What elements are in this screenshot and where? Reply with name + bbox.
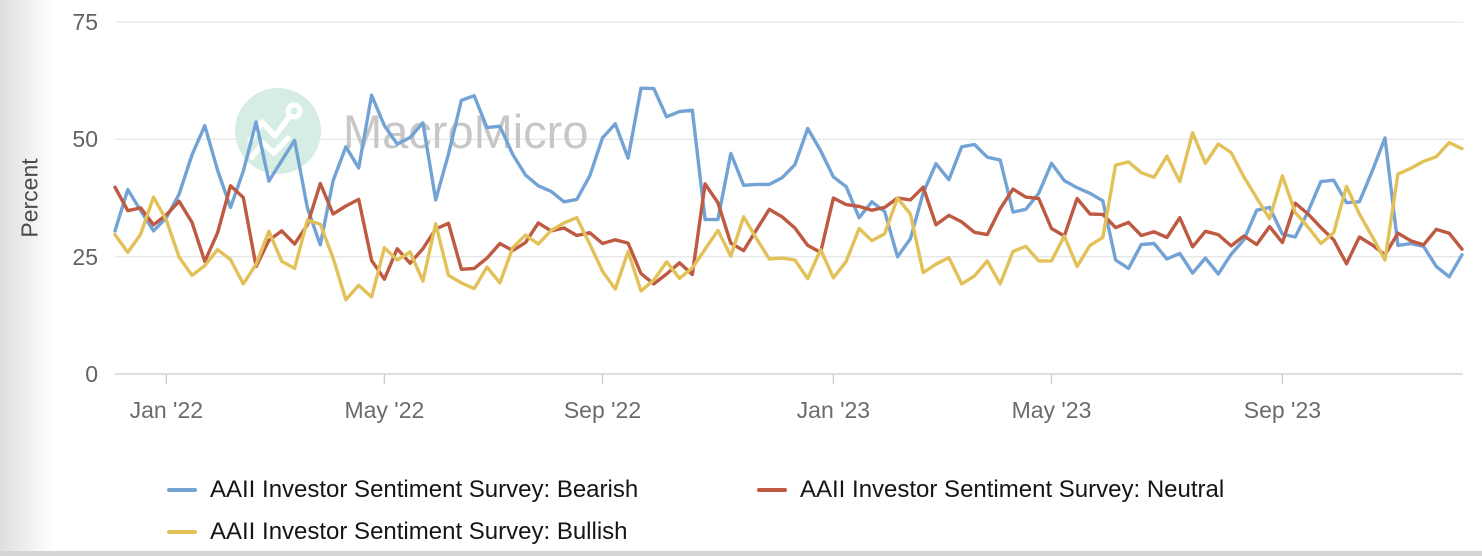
- legend-label-neutral: AAII Investor Sentiment Survey: Neutral: [800, 476, 1225, 503]
- x-tick-label: Sep '22: [563, 397, 642, 423]
- legend-item-bearish[interactable]: AAII Investor Sentiment Survey: Bearish: [167, 474, 638, 506]
- legend-label-bearish: AAII Investor Sentiment Survey: Bearish: [210, 476, 639, 503]
- neutral-line-swatch: [757, 487, 787, 493]
- legend-item-bullish[interactable]: AAII Investor Sentiment Survey: Bullish: [167, 516, 628, 548]
- watermark-text: MacroMicro: [343, 105, 588, 158]
- watermark-dot-icon: [285, 102, 303, 120]
- legend-label-bullish: AAII Investor Sentiment Survey: Bullish: [210, 518, 628, 545]
- window-bottom-edge: [0, 551, 1482, 556]
- series-line-2[interactable]: [113, 131, 1464, 302]
- series-line-1[interactable]: [113, 181, 1464, 286]
- y-axis-title: Percent: [16, 158, 43, 238]
- series-line-0[interactable]: [113, 86, 1464, 279]
- x-tick-label: Jan '23: [796, 397, 871, 423]
- y-tick-label: 25: [72, 243, 98, 270]
- y-tick-label: 75: [72, 9, 98, 35]
- watermark-zigzag-icon: [247, 114, 292, 144]
- x-tick-label: Sep '23: [1243, 397, 1322, 423]
- page-edge-gradient: [0, 0, 54, 556]
- x-tick-label: May '23: [1011, 397, 1092, 423]
- x-tick-label: Jan '22: [129, 397, 204, 423]
- y-tick-label: 50: [72, 126, 98, 153]
- y-tick-label: 0: [85, 361, 98, 387]
- bullish-line-swatch: [167, 529, 197, 535]
- bearish-line-swatch: [167, 487, 197, 493]
- watermark-zigzag2-icon: [249, 135, 291, 160]
- x-tick-label: May '22: [344, 397, 425, 423]
- legend-item-neutral[interactable]: AAII Investor Sentiment Survey: Neutral: [757, 474, 1224, 506]
